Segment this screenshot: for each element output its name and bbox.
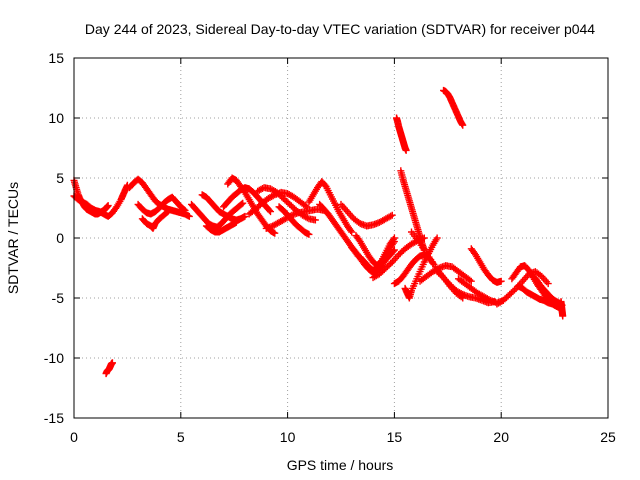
series-arc-5to8-c (202, 218, 240, 236)
data-point (104, 202, 112, 210)
x-tick-label: 15 (387, 429, 403, 445)
data-point (387, 212, 395, 220)
series-arc-9to12-b (275, 203, 313, 238)
data-point (301, 202, 309, 210)
data-points (70, 86, 567, 378)
y-tick-label: -5 (52, 290, 65, 306)
data-point (467, 277, 475, 285)
data-point (457, 290, 465, 297)
data-point (271, 229, 279, 237)
y-tick-label: 10 (48, 110, 64, 126)
series-arc-17high (440, 86, 467, 129)
series-arc-13to15-c (356, 238, 398, 274)
grid (74, 58, 608, 418)
series-arc-3to5-b (134, 193, 189, 218)
x-tick-label: 20 (493, 429, 509, 445)
series-arc-7to9 (224, 174, 279, 237)
ticks: 0 5 10 15 20 25 -15 -10 -5 0 5 10 15 (44, 50, 616, 445)
y-axis-label: SDTVAR / TECUs (5, 182, 21, 294)
data-point (466, 276, 474, 284)
data-point (433, 234, 441, 242)
x-tick-label: 0 (70, 429, 78, 445)
series-arc-12to15 (337, 200, 396, 230)
data-point (185, 212, 193, 220)
data-point (232, 218, 240, 226)
y-tick-label: 0 (56, 230, 64, 246)
x-tick-label: 5 (177, 429, 185, 445)
series-arc-end (557, 298, 567, 320)
data-point (348, 228, 356, 236)
data-point (181, 206, 189, 214)
data-point (180, 206, 188, 213)
data-point (544, 280, 552, 288)
data-point (497, 277, 505, 285)
y-tick-label: -15 (44, 410, 64, 426)
series-arc-spike-a (393, 114, 410, 154)
plot-frame (73, 57, 609, 419)
series-arc-8to11 (245, 188, 311, 218)
series-arc-11to13 (305, 178, 356, 236)
data-point (311, 216, 319, 224)
y-tick-label: 15 (48, 50, 64, 66)
x-tick-label: 10 (280, 429, 296, 445)
data-point (239, 199, 247, 207)
data-point (347, 227, 355, 234)
y-tick-label: -10 (44, 350, 64, 366)
x-axis-label: GPS time / hours (287, 457, 394, 473)
series-arc-early-b (70, 181, 131, 220)
data-point (485, 296, 493, 303)
x-tick-label: 25 (600, 429, 616, 445)
data-point (303, 214, 311, 222)
series-arc-dip (102, 359, 116, 378)
series-arc-5to8-b (198, 191, 249, 224)
series-arc-3to5 (126, 175, 193, 220)
data-point (305, 230, 313, 238)
data-point (388, 211, 396, 219)
data-point (241, 212, 249, 220)
data-point (402, 146, 410, 154)
series-arc-3to5-c (138, 208, 172, 232)
chart-title: Day 244 of 2023, Sidereal Day-to-day VTE… (85, 21, 595, 37)
data-point (389, 239, 397, 247)
data-point (459, 121, 467, 129)
data-point (163, 209, 171, 216)
series-arc-5to8 (187, 199, 247, 231)
data-point (438, 272, 446, 280)
data-point (511, 286, 519, 294)
data-point (390, 238, 398, 246)
data-point (108, 359, 116, 367)
data-point (238, 200, 246, 208)
data-point (559, 312, 567, 320)
data-point (267, 208, 275, 216)
data-point (164, 208, 172, 216)
series-arc-spike-b (397, 167, 428, 254)
series-arc-18to20 (467, 245, 505, 286)
data-point (265, 206, 273, 214)
data-point (387, 260, 395, 267)
data-point (420, 234, 428, 242)
y-tick-label: 5 (56, 170, 64, 186)
